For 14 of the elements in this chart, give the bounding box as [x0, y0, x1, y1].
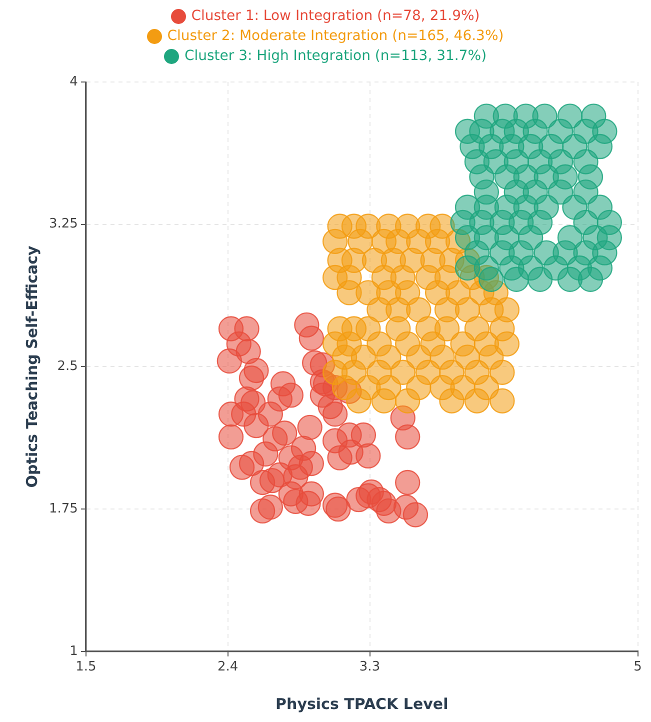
x-tick-label: 1.5: [76, 660, 96, 675]
x-tick-label: 2.4: [218, 660, 238, 675]
y-tick-label: 3.25: [48, 216, 78, 232]
y-tick-label: 4: [70, 74, 78, 90]
legend-label: Cluster 1: Low Integration (n=78, 21.9%): [191, 8, 480, 24]
legend-label: Cluster 2: Moderate Integration (n=165, 46.3%): [167, 28, 504, 44]
y-tick-label: 1.75: [48, 501, 78, 516]
x-tick-label: 5: [634, 660, 642, 675]
legend-label: Cluster 3: High Integration (n=113, 31.7%): [184, 48, 487, 64]
y-tick-label: 1: [70, 644, 78, 659]
x-tick-label: 3.3: [359, 660, 380, 675]
x-axis-title: Physics TPACK Level: [276, 694, 448, 713]
y-tick-label: 2.5: [57, 359, 78, 374]
y-axis-title: Optics Teaching Self-Efficacy: [22, 245, 41, 488]
